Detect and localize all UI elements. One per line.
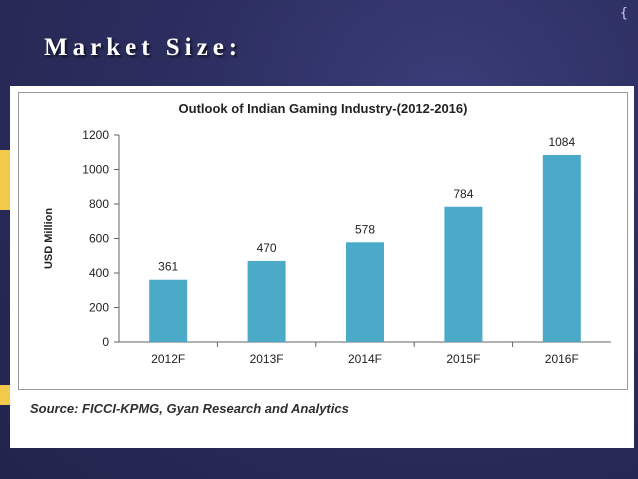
- bar: [542, 155, 581, 342]
- bar: [247, 260, 286, 342]
- data-label: 470: [257, 241, 277, 255]
- data-label: 361: [158, 260, 178, 274]
- chart-title: Outlook of Indian Gaming Industry-(2012-…: [179, 101, 468, 116]
- x-tick-label: 2014F: [348, 352, 382, 366]
- y-tick-label: 600: [89, 232, 109, 246]
- x-tick-label: 2013F: [250, 352, 284, 366]
- bar: [444, 206, 483, 342]
- y-tick-label: 1200: [82, 128, 109, 142]
- decorative-strip: [0, 385, 10, 405]
- y-axis-label: USD Million: [43, 208, 55, 269]
- bar-chart: Outlook of Indian Gaming Industry-(2012-…: [43, 101, 611, 366]
- data-label: 578: [355, 222, 375, 236]
- bracket-icon: {: [619, 6, 628, 21]
- y-tick-label: 800: [89, 197, 109, 211]
- x-tick-label: 2015F: [446, 352, 480, 366]
- y-tick-label: 400: [89, 266, 109, 280]
- y-tick-label: 0: [102, 335, 109, 349]
- bar: [346, 242, 384, 342]
- data-label: 1084: [548, 135, 575, 149]
- y-tick-label: 1000: [82, 163, 109, 177]
- chart-container: Outlook of Indian Gaming Industry-(2012-…: [18, 92, 628, 390]
- source-caption: Source: FICCI-KPMG, Gyan Research and An…: [30, 401, 349, 416]
- y-tick-label: 200: [89, 301, 109, 315]
- bar: [149, 279, 188, 342]
- data-label: 784: [453, 187, 473, 201]
- x-tick-label: 2012F: [151, 352, 185, 366]
- slide-title: Market Size:: [44, 34, 243, 61]
- x-tick-label: 2016F: [545, 352, 579, 366]
- decorative-strip: [0, 150, 10, 210]
